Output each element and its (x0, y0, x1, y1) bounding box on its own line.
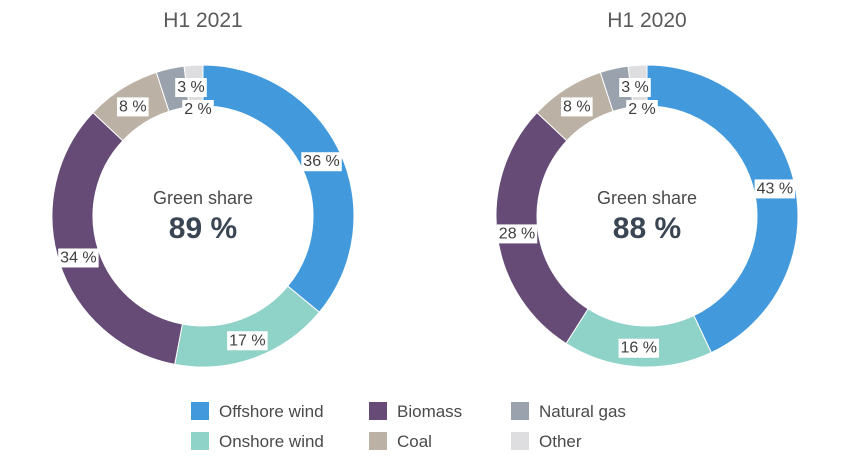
data-label-onshore-wind: 16 % (618, 338, 660, 358)
legend-swatch (369, 402, 387, 420)
data-label-text: 16 % (621, 340, 657, 357)
legend-item-offshore-wind: Offshore wind (191, 402, 324, 421)
legend-swatch (511, 432, 529, 450)
data-label-bg (117, 97, 149, 117)
data-label-bg (301, 152, 342, 172)
legend-item-coal: Coal (369, 432, 432, 451)
slice-offshore-wind (646, 64, 799, 354)
data-label-text: 2 % (184, 101, 212, 118)
legend-item-other: Other (511, 432, 582, 451)
center-value: 89 % (169, 212, 237, 245)
slice-onshore-wind (565, 308, 712, 368)
data-label-text: 2 % (628, 101, 656, 118)
legend-swatch (511, 402, 529, 420)
data-label-offshore-wind: 36 % (301, 152, 342, 172)
data-label-other: 2 % (182, 100, 214, 119)
data-label-biomass: 34 % (58, 248, 99, 268)
data-label-text: 8 % (563, 98, 591, 115)
data-label-coal: 8 % (561, 97, 593, 117)
center-label: Green share (597, 188, 697, 208)
data-label-other: 2 % (626, 100, 658, 119)
data-label-text: 36 % (303, 153, 339, 170)
legend-item-onshore-wind: Onshore wind (191, 432, 324, 451)
slice-labels: 43 % 16 % 28 % 8 % 3 % 2 % (496, 78, 796, 358)
data-label-bg (618, 338, 660, 358)
slice-onshore-wind (174, 285, 321, 368)
data-label-offshore-wind: 43 % (754, 179, 796, 199)
data-label-bg (227, 331, 268, 351)
data-label-bg (626, 100, 658, 119)
data-label-bg (182, 100, 214, 119)
data-label-onshore-wind: 17 % (227, 331, 268, 351)
data-label-text: 28 % (499, 225, 535, 242)
chart-title: H1 2021 (163, 9, 242, 32)
legend-label: Coal (397, 432, 432, 451)
data-label-bg (496, 224, 538, 244)
center-label: Green share (153, 188, 253, 208)
data-label-text: 34 % (60, 249, 96, 266)
legend-item-natural-gas: Natural gas (511, 402, 626, 421)
data-label-bg (175, 78, 207, 97)
legend-label: Onshore wind (219, 432, 324, 451)
data-label-bg (58, 248, 99, 268)
legend-label: Other (539, 432, 582, 451)
data-label-text: 3 % (177, 79, 205, 96)
slice-offshore-wind (202, 64, 355, 313)
legend-swatch (369, 432, 387, 450)
center-value: 88 % (613, 212, 681, 245)
slice-labels: 36 % 17 % 34 % 8 % 3 % 2 % (58, 78, 342, 351)
data-label-text: 17 % (229, 332, 265, 349)
data-label-bg (619, 78, 651, 97)
legend-swatch (191, 432, 209, 450)
legend-item-biomass: Biomass (369, 402, 462, 421)
legend-swatch (191, 402, 209, 420)
data-label-bg (754, 179, 796, 199)
legend-label: Biomass (397, 402, 462, 421)
legend-label: Natural gas (539, 402, 626, 421)
data-label-coal: 8 % (117, 97, 149, 117)
data-label-bg (561, 97, 593, 117)
data-label-text: 43 % (757, 180, 793, 197)
donut-chart-h1-2020: H1 2020 43 % 16 % 28 % 8 % 3 % 2 % Green share 8… (495, 9, 799, 368)
legend: Offshore wind Biomass Natural gas Onshore w… (191, 402, 626, 451)
data-label-natural-gas: 3 % (175, 78, 207, 97)
data-label-text: 3 % (621, 79, 649, 96)
slice-biomass (51, 111, 183, 365)
legend-label: Offshore wind (219, 402, 324, 421)
data-label-text: 8 % (119, 98, 147, 115)
chart-title: H1 2020 (607, 9, 686, 32)
data-label-natural-gas: 3 % (619, 78, 651, 97)
donut-chart-h1-2021: H1 2021 36 % 17 % 34 % 8 % 3 % 2 % Green share 8… (51, 9, 355, 368)
data-label-biomass: 28 % (496, 224, 538, 244)
slices (495, 64, 799, 368)
